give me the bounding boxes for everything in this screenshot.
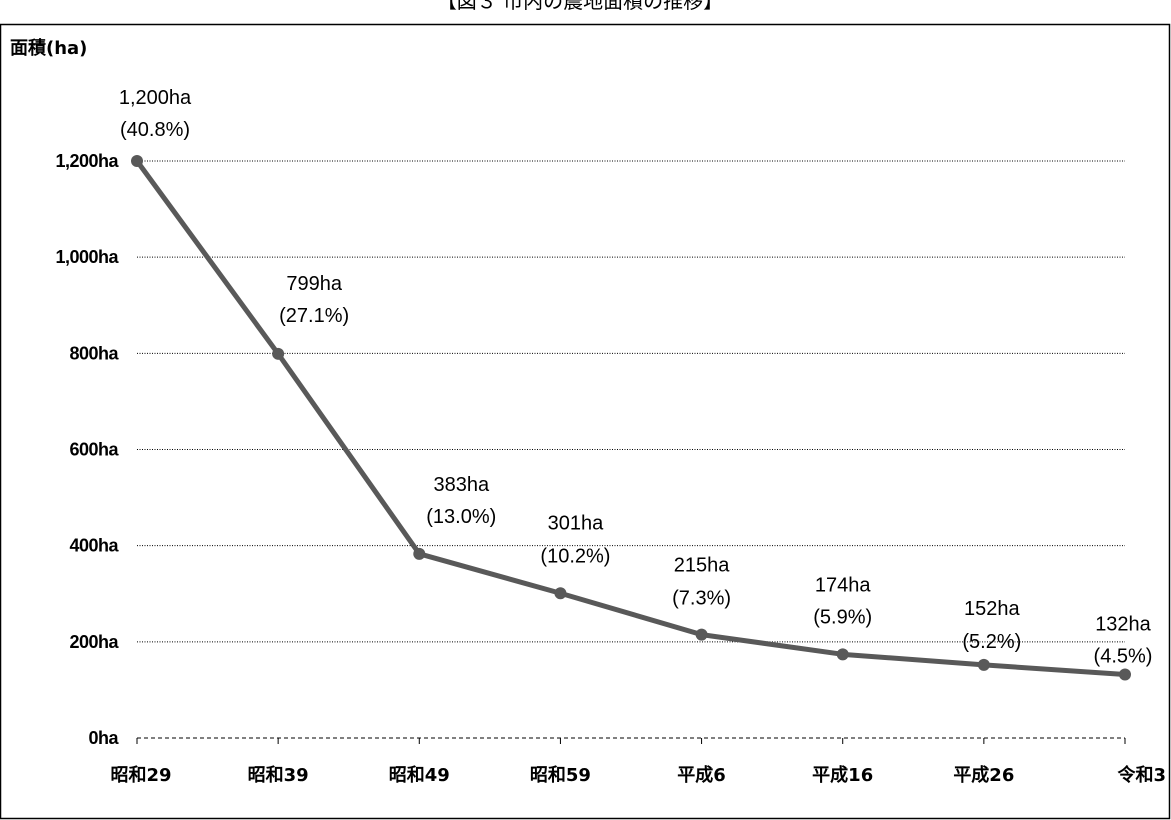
y-tick-label: 600ha bbox=[69, 440, 119, 460]
x-tick-label: 平成16 bbox=[812, 764, 873, 786]
data-point bbox=[131, 155, 143, 167]
data-share-label: (7.3%) bbox=[672, 588, 731, 610]
data-share-label: (5.2%) bbox=[962, 631, 1021, 653]
data-point bbox=[977, 658, 990, 671]
y-tick-label: 1,200ha bbox=[55, 151, 119, 171]
series-line-path bbox=[134, 158, 1128, 678]
data-share-label: (13.0%) bbox=[426, 506, 496, 528]
y-tick-label: 0ha bbox=[88, 728, 119, 748]
y-tick-label: 800ha bbox=[69, 343, 119, 363]
x-tick-label: 平成6 bbox=[677, 764, 726, 786]
data-share-label: (40.8%) bbox=[120, 119, 190, 141]
chart-frame bbox=[0, 23, 1171, 820]
data-value-label: 132ha bbox=[1095, 614, 1151, 636]
x-tick-label: 昭和29 bbox=[110, 765, 171, 786]
data-share-label: (5.9%) bbox=[813, 606, 872, 628]
data-point bbox=[695, 628, 708, 641]
series-line bbox=[131, 155, 1131, 681]
y-axis-ticks: 0ha 200ha 400ha 600ha 800ha 1,000ha 1,200ha bbox=[55, 151, 120, 748]
x-axis bbox=[136, 737, 1126, 744]
data-share-label: (27.1%) bbox=[279, 305, 349, 327]
data-value-label: 383ha bbox=[433, 474, 489, 496]
chart-title: 【図３ 市内の農地面積の推移】 bbox=[437, 0, 723, 13]
data-share-label: (4.5%) bbox=[1094, 646, 1153, 668]
data-point bbox=[1119, 668, 1131, 681]
data-point bbox=[554, 587, 567, 600]
x-tick-label: 昭和39 bbox=[248, 765, 309, 786]
data-value-label: 1,200ha bbox=[119, 87, 192, 109]
y-tick-label: 1,000ha bbox=[55, 247, 119, 267]
x-tick-label: 昭和59 bbox=[530, 765, 591, 786]
y-tick-label: 200ha bbox=[69, 632, 119, 652]
x-tick-label: 平成26 bbox=[953, 764, 1014, 786]
data-point bbox=[272, 347, 285, 360]
y-tick-label: 400ha bbox=[69, 536, 119, 556]
gridlines bbox=[137, 160, 1125, 643]
data-share-label: (10.2%) bbox=[540, 545, 610, 567]
x-axis-ticks: 昭和29 昭和39 昭和49 昭和59 平成6 平成16 平成26 令和3 bbox=[110, 764, 1166, 786]
data-point bbox=[836, 648, 849, 661]
y-axis-label: 面積(ha) bbox=[10, 37, 87, 59]
data-value-label: 799ha bbox=[286, 273, 342, 295]
x-tick-label: 昭和49 bbox=[389, 765, 450, 786]
data-labels: 1,200ha (40.8%) 799ha (27.1%) 383ha (13.0%) 30… bbox=[119, 87, 1153, 668]
data-point bbox=[413, 547, 426, 560]
data-value-label: 174ha bbox=[815, 574, 871, 596]
data-value-label: 215ha bbox=[674, 555, 730, 577]
data-value-label: 152ha bbox=[964, 598, 1020, 620]
data-value-label: 301ha bbox=[548, 512, 604, 534]
x-tick-label: 令和3 bbox=[1116, 764, 1166, 786]
